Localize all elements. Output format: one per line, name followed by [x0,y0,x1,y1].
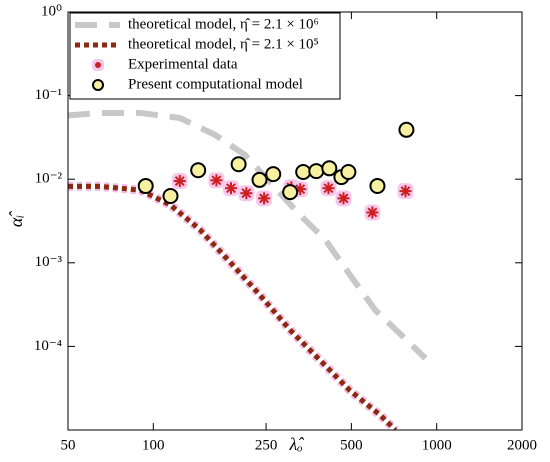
line [68,109,428,361]
circle-point [308,163,325,180]
circle-point [230,156,247,173]
y-tick-label: 10⁻³ [35,254,63,270]
legend-marker [92,79,104,91]
x-tick-label: 500 [340,437,363,453]
legend-marker [95,62,101,68]
circle-point [321,160,338,177]
y-tick-label: 10⁻² [35,171,63,187]
circle-point [137,177,154,194]
x-tick-label: 250 [255,437,278,453]
legend-label: Experimental data [128,56,238,72]
line [68,183,398,430]
asterisk-point [256,190,273,207]
x-tick-label: 50 [61,437,76,453]
x-tick-label: 2000 [507,437,537,453]
circle-point [340,163,357,180]
asterisk-stroke [211,175,222,186]
asterisk-stroke [400,186,411,197]
y-tick-label: 10⁻⁴ [34,338,62,354]
circle-point [190,162,207,179]
asterisk-stroke [367,207,378,218]
circle-point [398,121,415,138]
circle-point [369,177,386,194]
asterisk-stroke [259,193,270,204]
asterisk-stroke [338,193,349,204]
asterisk-stroke [323,183,334,194]
asterisk-point [171,173,188,190]
y-tick-label: 10⁻¹ [35,87,62,103]
asterisk-point [208,172,225,189]
plot-frame [67,11,523,431]
circle-point [251,171,268,188]
asterisk-point [238,185,255,202]
circle-point [162,187,179,204]
line-halo [68,181,399,430]
asterisk-point [222,180,239,197]
x-tick-label: 100 [142,437,165,453]
x-tick-label: 1000 [422,437,452,453]
legend-label: theoretical model, η̂ = 2.1 × 10⁵ [128,36,319,52]
asterisk-point [397,183,414,200]
circle-point [295,163,312,180]
asterisk-stroke [174,176,185,187]
asterisk-point [364,204,381,221]
y-tick-label: 10⁰ [41,3,62,19]
asterisk-point [335,190,352,207]
asterisk-stroke [226,183,236,194]
legend-label: theoretical model, η̂ = 2.1 × 10⁶ [128,16,319,32]
circle-point [265,166,282,183]
asterisk-stroke [241,188,252,199]
x-axis-label: λ̂ₒ [289,434,305,454]
asterisk-point [320,180,337,197]
circle-point [282,184,299,201]
legend-label: Present computational model [128,76,303,92]
legend: theoretical model, η̂ = 2.1 × 10⁶ theoret… [69,12,341,100]
y-axis-label: α̂ᵢ [6,211,26,227]
